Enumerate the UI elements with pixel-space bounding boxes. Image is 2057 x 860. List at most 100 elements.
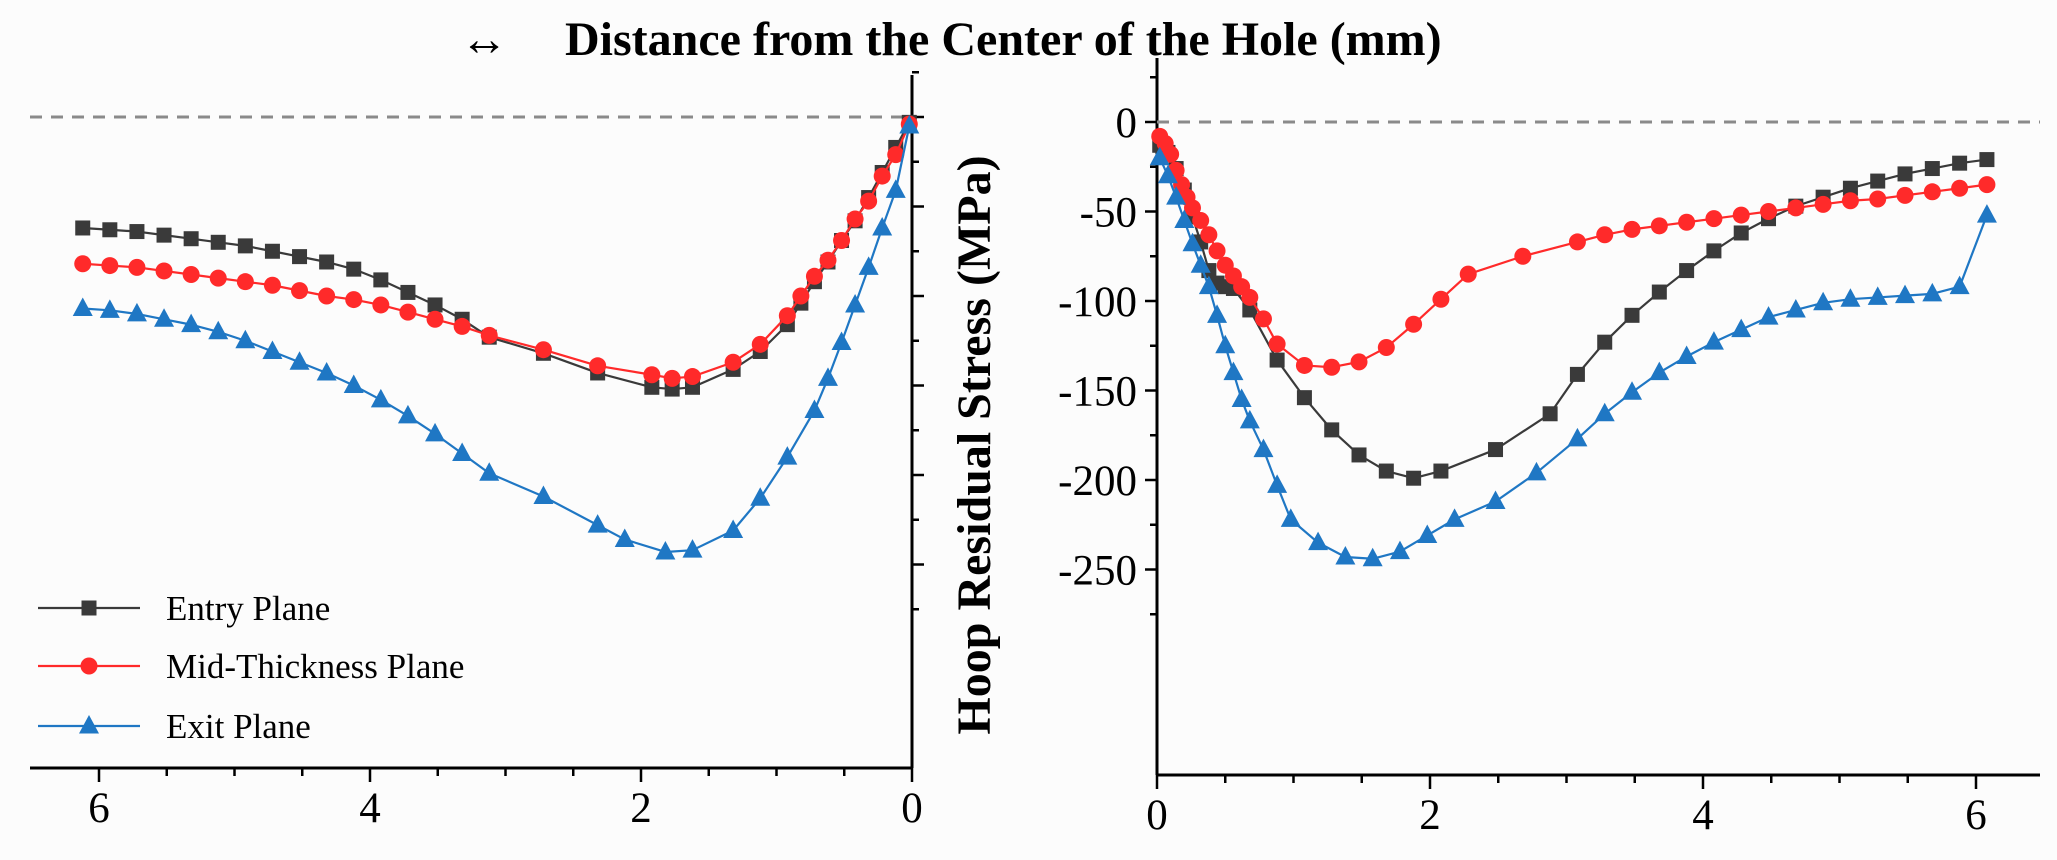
data-point [1192, 211, 1210, 229]
data-point [1760, 203, 1778, 220]
legend-marker [80, 657, 98, 675]
data-point [1869, 190, 1887, 208]
data-point [1976, 204, 1997, 223]
data-point [1514, 247, 1532, 265]
data-point [264, 243, 280, 259]
data-point [155, 262, 173, 280]
data-point [778, 307, 796, 325]
data-point [1526, 461, 1547, 481]
data-point [1405, 315, 1423, 333]
data-point [589, 357, 607, 375]
left-series-entry-plane [75, 114, 917, 397]
data-point [426, 310, 444, 328]
data-point [1733, 225, 1749, 241]
data-point [873, 167, 891, 185]
data-point [1922, 282, 1943, 302]
data-point [1569, 366, 1585, 382]
y-tick-label: -50 [1080, 190, 1137, 237]
data-point [1362, 547, 1383, 567]
data-point [1241, 288, 1259, 306]
series-line [1159, 144, 1988, 480]
data-point [724, 353, 742, 371]
y-tick-label: -200 [1058, 458, 1137, 505]
data-point [1676, 345, 1697, 364]
data-point [345, 291, 363, 309]
data-point [1897, 166, 1913, 182]
data-point [683, 368, 701, 386]
data-point [845, 293, 866, 313]
data-point [1705, 210, 1723, 228]
chart-title-text: Distance from the Center of the Hole (mm… [565, 13, 1442, 66]
data-point [181, 313, 202, 333]
data-point [236, 273, 254, 291]
data-point [129, 224, 145, 240]
data-point [397, 404, 418, 424]
data-point [1787, 199, 1805, 217]
data-point [899, 114, 920, 134]
data-point [263, 276, 281, 294]
data-point [128, 258, 146, 276]
data-point [319, 254, 335, 270]
data-point [346, 261, 362, 277]
chart-title: ↔ Distance from the Center of the Hole (… [460, 13, 1442, 66]
data-point [846, 210, 864, 228]
right-ticks: 0 2 4 6 0 -50 -100 -150 -200 -250 [1058, 76, 1987, 839]
data-point [831, 331, 852, 351]
data-point [1594, 402, 1615, 422]
legend-label: Mid-Thickness Plane [166, 647, 464, 686]
data-point [1174, 209, 1195, 228]
data-point [1231, 388, 1252, 407]
right-x-tick-label: 0 [1146, 792, 1168, 839]
data-point [1978, 176, 1996, 194]
data-point [1813, 291, 1834, 311]
data-point [804, 399, 825, 419]
data-point [1350, 353, 1368, 371]
data-point [399, 303, 417, 321]
data-point [858, 256, 879, 275]
data-point [102, 222, 118, 238]
data-point [99, 299, 120, 318]
data-point [887, 146, 905, 164]
data-point [534, 341, 552, 359]
data-point [237, 238, 253, 254]
data-point [833, 232, 851, 250]
left-series-exit-plane [72, 114, 920, 560]
data-point [1649, 361, 1670, 381]
right-series-mid-thickness-plane [1151, 127, 1996, 376]
data-point [792, 287, 810, 305]
data-point [587, 514, 608, 533]
left-x-tick-label: 0 [901, 785, 923, 832]
data-point [1190, 254, 1211, 273]
y-tick-label: -250 [1058, 548, 1137, 595]
left-x-tick-label: 4 [359, 785, 381, 832]
data-point [1732, 206, 1750, 224]
data-point [1295, 356, 1313, 374]
data-point [1268, 335, 1286, 353]
data-point [1207, 304, 1228, 323]
data-point [1269, 352, 1285, 368]
title-arrow-icon: ↔ [460, 13, 508, 66]
data-point [370, 388, 391, 408]
data-point [1895, 284, 1916, 304]
legend-marker [81, 600, 97, 616]
data-point [289, 351, 310, 370]
legend-item: Entry Plane [38, 589, 330, 628]
legend-item: Exit Plane [38, 707, 311, 746]
data-point [183, 231, 199, 247]
series-line [1158, 135, 1988, 369]
legend-label: Exit Plane [166, 707, 311, 746]
data-point [655, 540, 676, 560]
data-point [777, 446, 798, 465]
data-point [208, 320, 229, 340]
right-x-tick-label: 2 [1419, 792, 1441, 839]
data-point [1166, 186, 1187, 205]
data-point [1870, 173, 1886, 189]
right-x-tick-label: 4 [1692, 792, 1714, 839]
data-point [126, 302, 147, 322]
data-point [1949, 275, 1970, 295]
data-point [209, 269, 227, 287]
data-point [1841, 192, 1859, 210]
data-point [1624, 307, 1640, 323]
data-point [1706, 243, 1722, 259]
